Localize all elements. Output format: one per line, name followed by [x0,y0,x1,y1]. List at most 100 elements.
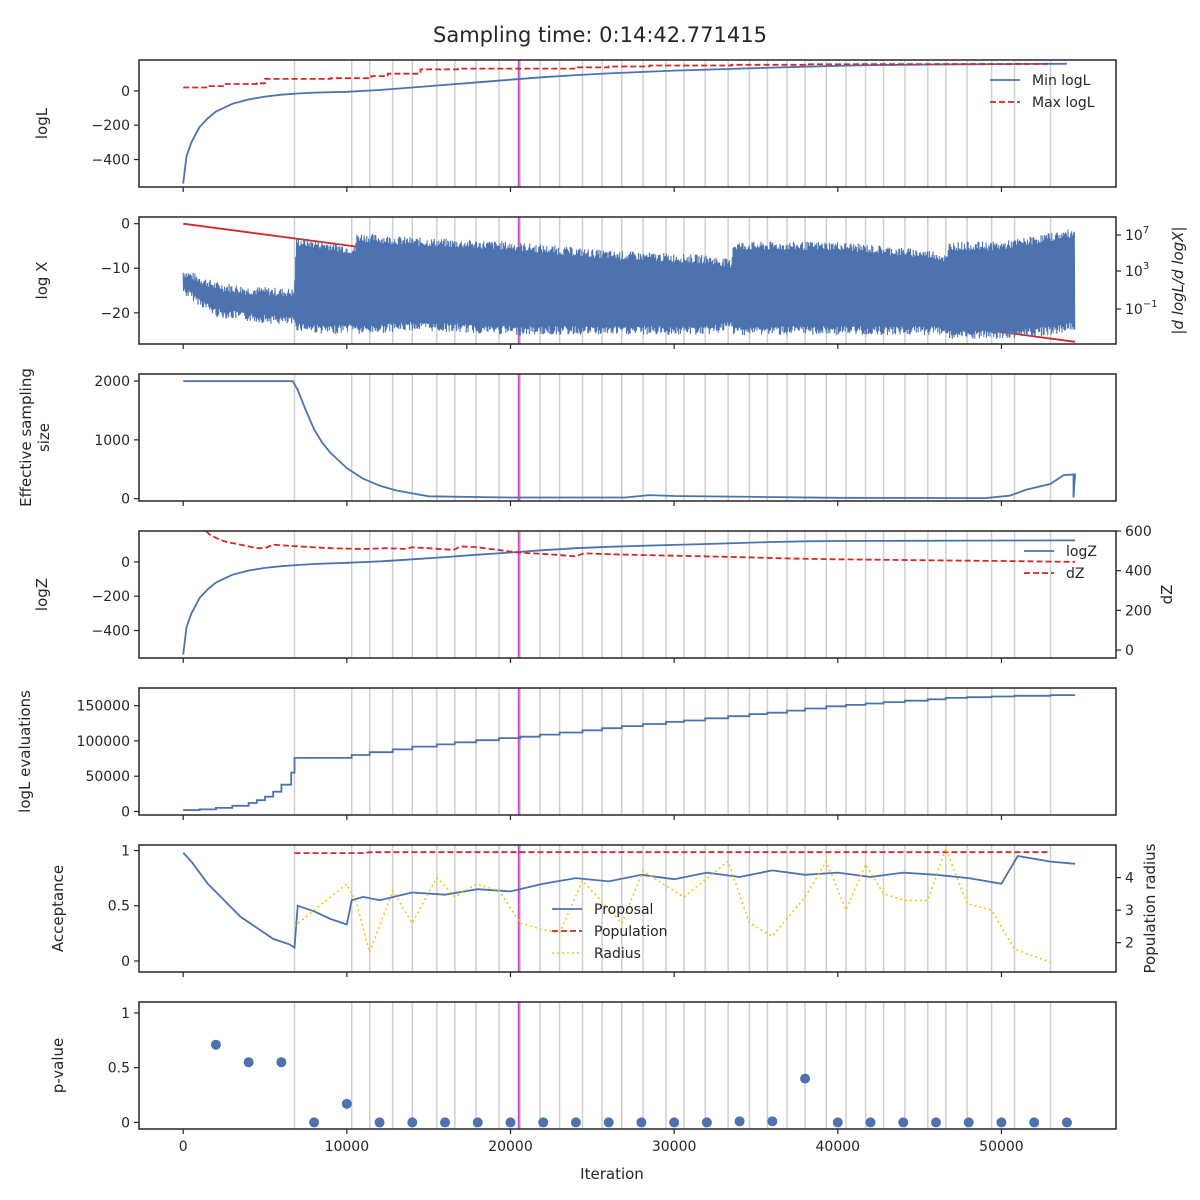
y-tick-label: 0 [121,1115,130,1131]
legend-label: Proposal [594,902,653,918]
y-right-tick-label: 4 [1125,871,1134,887]
y-tick-label: 0 [121,954,130,970]
p-value-point [701,1117,712,1128]
dz-line [204,531,1076,563]
p-value-point [407,1117,418,1128]
p-value-point [210,1039,221,1050]
logl-evaluations-line [183,694,1076,812]
p-value-point [996,1117,1007,1128]
panel-frame [138,844,1117,973]
max-logl-line [183,63,1051,89]
y-right-tick-label: 103 [1125,261,1149,280]
y-tick-label: 100000 [77,734,130,750]
panel-2: 0 −10 −20 107 103 10−1 log X |d logL/d logX| [33,216,1187,349]
p-value-point [636,1117,647,1128]
panel-6: 1 0.5 0 4 3 2 Acceptance Population radius Propo… [49,843,1159,977]
plot-area [182,217,1076,344]
y-axis-label: logZ [33,578,51,611]
y-tick-label: 0 [121,217,130,233]
y-tick-label: 150000 [77,699,130,715]
p-value-point [276,1057,287,1068]
y-axis-label: p-value [49,1038,67,1094]
p-value-point [963,1117,974,1128]
p-value-point [1061,1117,1072,1128]
legend-label: Population [594,924,668,940]
p-value-point [374,1117,385,1128]
y-right-tick-label: 10−1 [1125,299,1158,318]
legend-label: dZ [1066,566,1084,582]
p-value-point [243,1057,254,1068]
y-tick-label: 0 [121,84,130,100]
proposal-line [182,852,1076,950]
figure-title: Sampling time: 0:14:42.771415 [433,23,767,47]
y-tick-label: −20 [100,306,130,322]
y-axis-label: logL [33,107,51,139]
plot-area [182,845,1076,972]
y-right-tick-label: 107 [1125,225,1149,244]
y-right-tick-label: 200 [1125,603,1152,619]
p-value-point [440,1117,451,1128]
y-right-axis-label: Population radius [1141,843,1159,973]
p-value-point [669,1117,680,1128]
panel-frame [138,687,1117,816]
p-value-point [309,1117,320,1128]
y-right-axis-label: |d logL/d logX| [1169,226,1187,334]
p-value-point [505,1117,516,1128]
y-axis-label: log X [33,262,51,300]
panel-frame [138,216,1117,345]
min-logl-line [182,62,1067,184]
panel-5: 150000 100000 50000 0 logL evaluations [16,687,1117,820]
panel-1: 0 −200 −400 logL Min logL Max logL [33,59,1117,192]
y-tick-label: 0.5 [108,1061,130,1077]
p-value-point [341,1098,352,1109]
panel-4: 0 −200 −400 600 400 200 0 logZ dZ logZ dZ [33,524,1176,663]
plot-area [183,374,1076,501]
p-value-point [603,1117,614,1128]
p-value-point [734,1116,745,1127]
x-tick-label: 20000 [488,1139,533,1155]
dlogl-dlogx-band [182,229,1076,339]
y-tick-label: 1 [121,844,130,860]
y-right-tick-label: 3 [1125,903,1134,919]
x-tick-label: 10000 [325,1139,370,1155]
effective-sampling-size-line [183,380,1076,500]
y-axis-label: logL evaluations [16,690,34,813]
y-tick-label: −200 [92,118,130,134]
y-tick-label: −10 [100,261,130,277]
legend-label: Max logL [1032,95,1095,111]
x-axis-label: Iteration [580,1165,644,1183]
panel-frame [138,59,1117,188]
x-tick-label: 40000 [816,1139,861,1155]
y-tick-label: 50000 [85,769,130,785]
y-axis-label: size [35,423,53,452]
panel-frame [138,1001,1117,1130]
panel-frame [138,530,1117,659]
x-tick-label: 0 [179,1139,188,1155]
p-value-point [832,1117,843,1128]
y-right-tick-label: 400 [1125,564,1152,580]
y-tick-label: 2000 [94,374,130,390]
y-tick-label: 0 [121,804,130,820]
panel-7: 1 0.5 0 0 10000 20000 30000 40000 50000 p-value [49,1001,1117,1155]
legend-label: Min logL [1032,73,1091,89]
y-tick-label: 0 [121,555,130,571]
panel-frame [138,373,1117,502]
y-tick-label: −400 [92,153,130,169]
y-tick-label: −400 [92,624,130,640]
y-axis-label: Effective sampling [17,368,35,507]
population-line [294,851,1051,854]
y-tick-label: −200 [92,589,130,605]
p-value-point [800,1073,811,1084]
legend-label: Radius [594,946,641,962]
plot-area [210,1002,1072,1129]
radius-line [293,845,1051,963]
p-value-point [472,1117,483,1128]
y-tick-label: 0 [121,492,130,508]
y-right-axis-label: dZ [1158,585,1176,605]
p-value-point [865,1117,876,1128]
x-tick-label: 50000 [979,1139,1024,1155]
p-value-point [570,1117,581,1128]
p-value-point [930,1117,941,1128]
p-value-point [898,1117,909,1128]
